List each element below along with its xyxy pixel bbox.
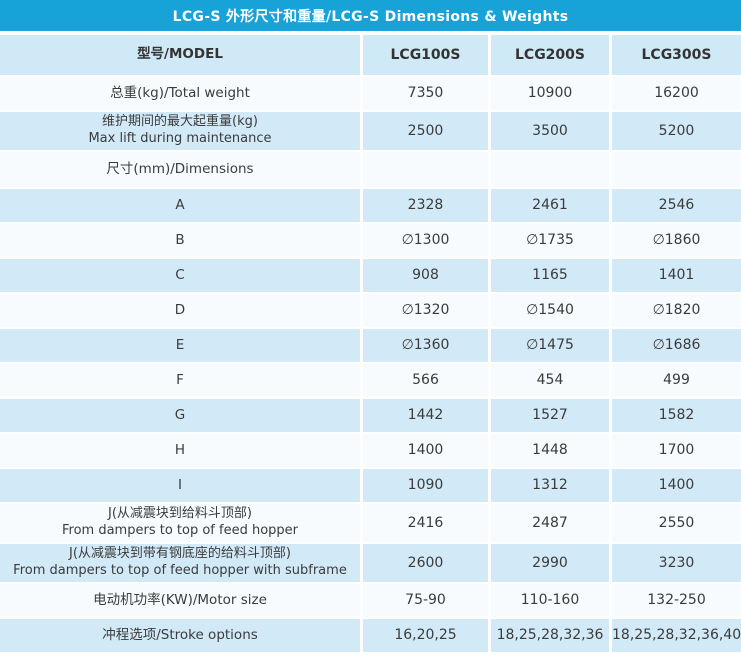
row-value: 454	[491, 364, 609, 397]
row-label: I	[0, 469, 360, 502]
table-title: LCG-S 外形尺寸和重量/LCG-S Dimensions & Weights	[0, 0, 741, 31]
row-value: 18,25,28,32,36	[491, 619, 609, 652]
table-row-dim-f: F 566 454 499	[0, 364, 741, 397]
table-row-dim-g: G 1442 1527 1582	[0, 399, 741, 432]
row-label: J(从减震块到带有钢底座的给料斗顶部) From dampers to top …	[0, 544, 360, 582]
row-value: 1582	[612, 399, 741, 432]
column-header-lcg200s: LCG200S	[491, 35, 609, 75]
table-row-dimensions-section: 尺寸(mm)/Dimensions	[0, 152, 741, 187]
row-label: C	[0, 259, 360, 292]
row-value: 3500	[491, 112, 609, 150]
table-row-motor-size: 电动机功率(KW)/Motor size 75-90 110-160 132-2…	[0, 584, 741, 617]
row-label: D	[0, 294, 360, 327]
row-value: 18,25,28,32,36,40	[612, 619, 741, 652]
row-value: 10900	[491, 77, 609, 110]
row-value: ∅1475	[491, 329, 609, 362]
row-label: F	[0, 364, 360, 397]
table-row-dim-b: B ∅1300 ∅1735 ∅1860	[0, 224, 741, 257]
row-value: 1448	[491, 434, 609, 467]
row-value: 2990	[491, 544, 609, 582]
row-value: ∅1360	[363, 329, 488, 362]
row-value: ∅1320	[363, 294, 488, 327]
row-value: 566	[363, 364, 488, 397]
table-row-dim-e: E ∅1360 ∅1475 ∅1686	[0, 329, 741, 362]
row-label: J(从减震块到给料斗顶部) From dampers to top of fee…	[0, 504, 360, 542]
row-value	[491, 152, 609, 187]
row-value: 1700	[612, 434, 741, 467]
table-header-row: 型号/MODEL LCG100S LCG200S LCG300S	[0, 35, 741, 75]
table-row-dim-i: I 1090 1312 1400	[0, 469, 741, 502]
table-body: 总重(kg)/Total weight 7350 10900 16200 维护期…	[0, 77, 741, 652]
row-value: 2500	[363, 112, 488, 150]
row-value: 2487	[491, 504, 609, 542]
row-value: 2546	[612, 189, 741, 222]
row-value: 499	[612, 364, 741, 397]
row-value: 2461	[491, 189, 609, 222]
table-row-dim-a: A 2328 2461 2546	[0, 189, 741, 222]
row-value: ∅1860	[612, 224, 741, 257]
row-value: 75-90	[363, 584, 488, 617]
row-value: 3230	[612, 544, 741, 582]
row-label: B	[0, 224, 360, 257]
row-value: 1442	[363, 399, 488, 432]
row-label: H	[0, 434, 360, 467]
row-value: ∅1686	[612, 329, 741, 362]
row-value: 1400	[612, 469, 741, 502]
row-value: 1527	[491, 399, 609, 432]
row-value: ∅1300	[363, 224, 488, 257]
row-value: 7350	[363, 77, 488, 110]
table-row-dim-d: D ∅1320 ∅1540 ∅1820	[0, 294, 741, 327]
row-value: 2600	[363, 544, 488, 582]
row-value: 2550	[612, 504, 741, 542]
table-row-stroke-options: 冲程选项/Stroke options 16,20,25 18,25,28,32…	[0, 619, 741, 652]
row-label: A	[0, 189, 360, 222]
row-value: 110-160	[491, 584, 609, 617]
row-value: 5200	[612, 112, 741, 150]
column-header-lcg300s: LCG300S	[612, 35, 741, 75]
row-value: 1090	[363, 469, 488, 502]
row-label: E	[0, 329, 360, 362]
row-value: ∅1540	[491, 294, 609, 327]
table-row-max-lift: 维护期间的最大起重量(kg) Max lift during maintenan…	[0, 112, 741, 150]
row-value: 16,20,25	[363, 619, 488, 652]
row-label: 尺寸(mm)/Dimensions	[0, 152, 360, 187]
row-value: 908	[363, 259, 488, 292]
row-value	[363, 152, 488, 187]
row-label: G	[0, 399, 360, 432]
table-row-dim-c: C 908 1165 1401	[0, 259, 741, 292]
row-value: 1312	[491, 469, 609, 502]
row-value: 2328	[363, 189, 488, 222]
table-row-total-weight: 总重(kg)/Total weight 7350 10900 16200	[0, 77, 741, 110]
table-row-j-feed-hopper-subframe: J(从减震块到带有钢底座的给料斗顶部) From dampers to top …	[0, 544, 741, 582]
row-value: 1165	[491, 259, 609, 292]
row-value: 1401	[612, 259, 741, 292]
table-row-dim-h: H 1400 1448 1700	[0, 434, 741, 467]
row-value	[612, 152, 741, 187]
column-header-lcg100s: LCG100S	[363, 35, 488, 75]
row-value: 2416	[363, 504, 488, 542]
row-value: 132-250	[612, 584, 741, 617]
column-header-model: 型号/MODEL	[0, 35, 360, 75]
row-label: 电动机功率(KW)/Motor size	[0, 584, 360, 617]
row-label: 总重(kg)/Total weight	[0, 77, 360, 110]
row-value: ∅1820	[612, 294, 741, 327]
table-row-j-feed-hopper: J(从减震块到给料斗顶部) From dampers to top of fee…	[0, 504, 741, 542]
row-label: 冲程选项/Stroke options	[0, 619, 360, 652]
row-value: 1400	[363, 434, 488, 467]
row-value: ∅1735	[491, 224, 609, 257]
row-label: 维护期间的最大起重量(kg) Max lift during maintenan…	[0, 112, 360, 150]
row-value: 16200	[612, 77, 741, 110]
